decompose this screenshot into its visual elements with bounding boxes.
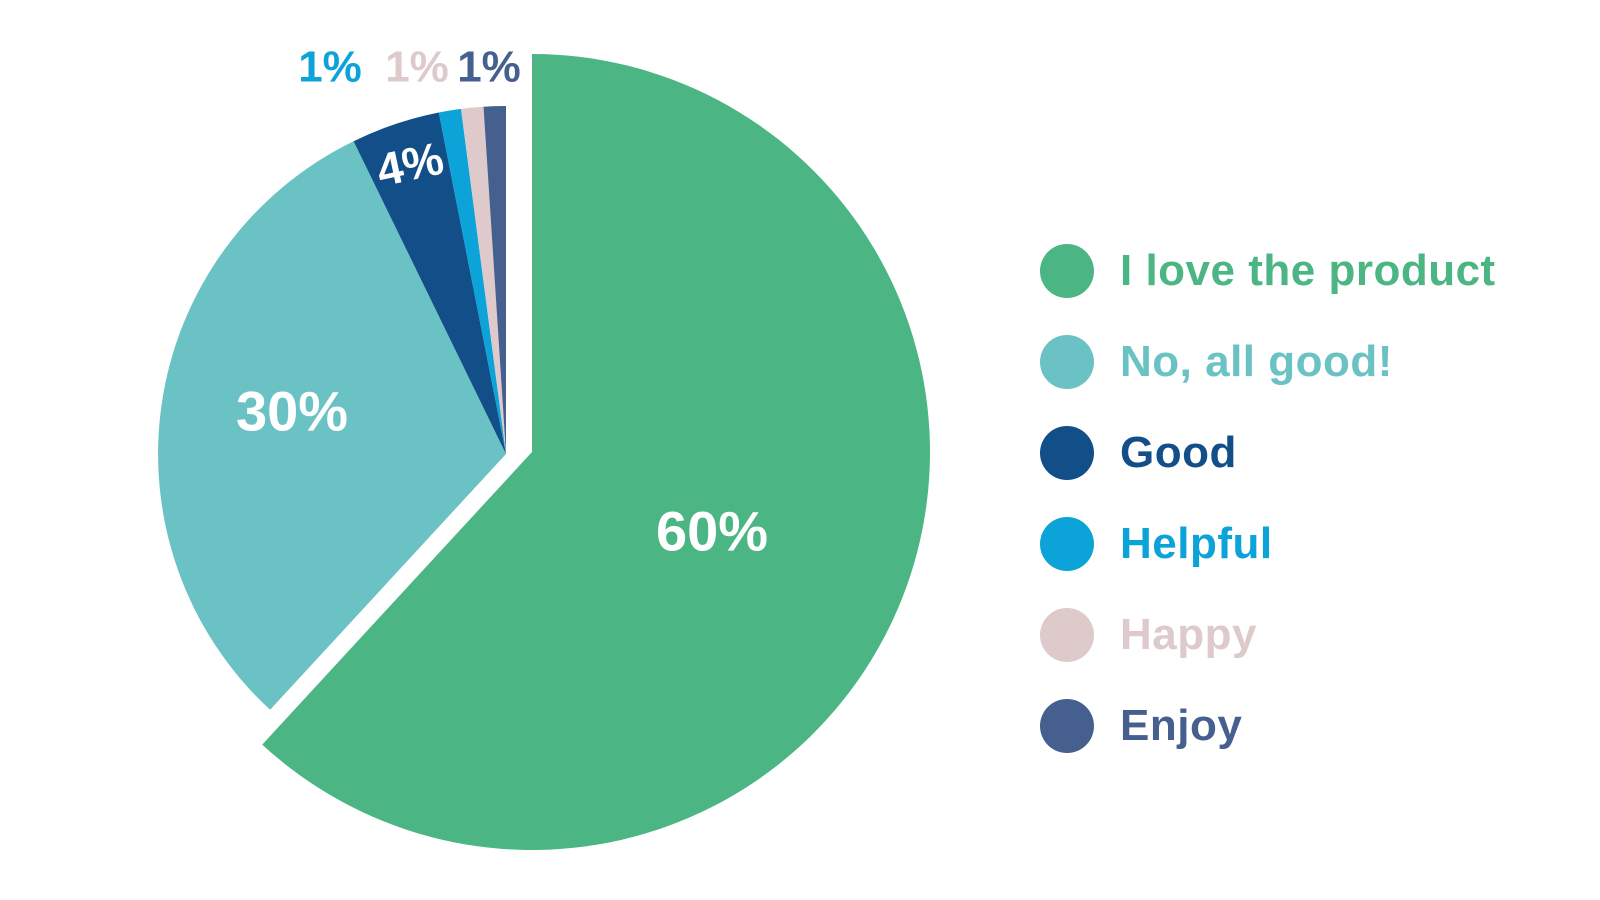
legend-swatch-helpful bbox=[1040, 517, 1094, 571]
legend-item-i-love-the-product: I love the product bbox=[1040, 244, 1496, 298]
pie-percent-label-no-all-good: 30% bbox=[236, 380, 348, 443]
legend-swatch-enjoy bbox=[1040, 699, 1094, 753]
legend-item-enjoy: Enjoy bbox=[1040, 699, 1496, 753]
pie-slice-happy bbox=[461, 106, 506, 454]
legend-label-no-all-good: No, all good! bbox=[1120, 337, 1393, 386]
pie-slice-enjoy bbox=[483, 105, 506, 454]
legend-item-no-all-good: No, all good! bbox=[1040, 335, 1496, 389]
legend-label-enjoy: Enjoy bbox=[1120, 701, 1243, 750]
pie-slice-i-love-the-product bbox=[262, 54, 930, 851]
legend-swatch-i-love-the-product bbox=[1040, 244, 1094, 298]
pie-percent-label-happy: 1% bbox=[385, 43, 449, 92]
legend-item-good: Good bbox=[1040, 426, 1496, 480]
legend-swatch-happy bbox=[1040, 608, 1094, 662]
legend: I love the product No, all good! Good Helpf… bbox=[1040, 244, 1496, 790]
pie-slice-good bbox=[353, 112, 506, 454]
pie-slice-helpful bbox=[438, 108, 506, 455]
legend-label-helpful: Helpful bbox=[1120, 519, 1273, 568]
pie-percent-label-enjoy: 1% bbox=[457, 43, 521, 92]
legend-swatch-good bbox=[1040, 426, 1094, 480]
legend-item-happy: Happy bbox=[1040, 608, 1496, 662]
pie-percent-label-i-love-the-product: 60% bbox=[656, 500, 768, 563]
legend-label-i-love-the-product: I love the product bbox=[1120, 246, 1496, 295]
legend-swatch-no-all-good bbox=[1040, 335, 1094, 389]
legend-label-happy: Happy bbox=[1120, 610, 1257, 659]
legend-item-helpful: Helpful bbox=[1040, 517, 1496, 571]
pie-slice-no-all-good bbox=[158, 141, 506, 710]
pie-percent-label-helpful: 1% bbox=[298, 43, 362, 92]
legend-label-good: Good bbox=[1120, 428, 1237, 477]
